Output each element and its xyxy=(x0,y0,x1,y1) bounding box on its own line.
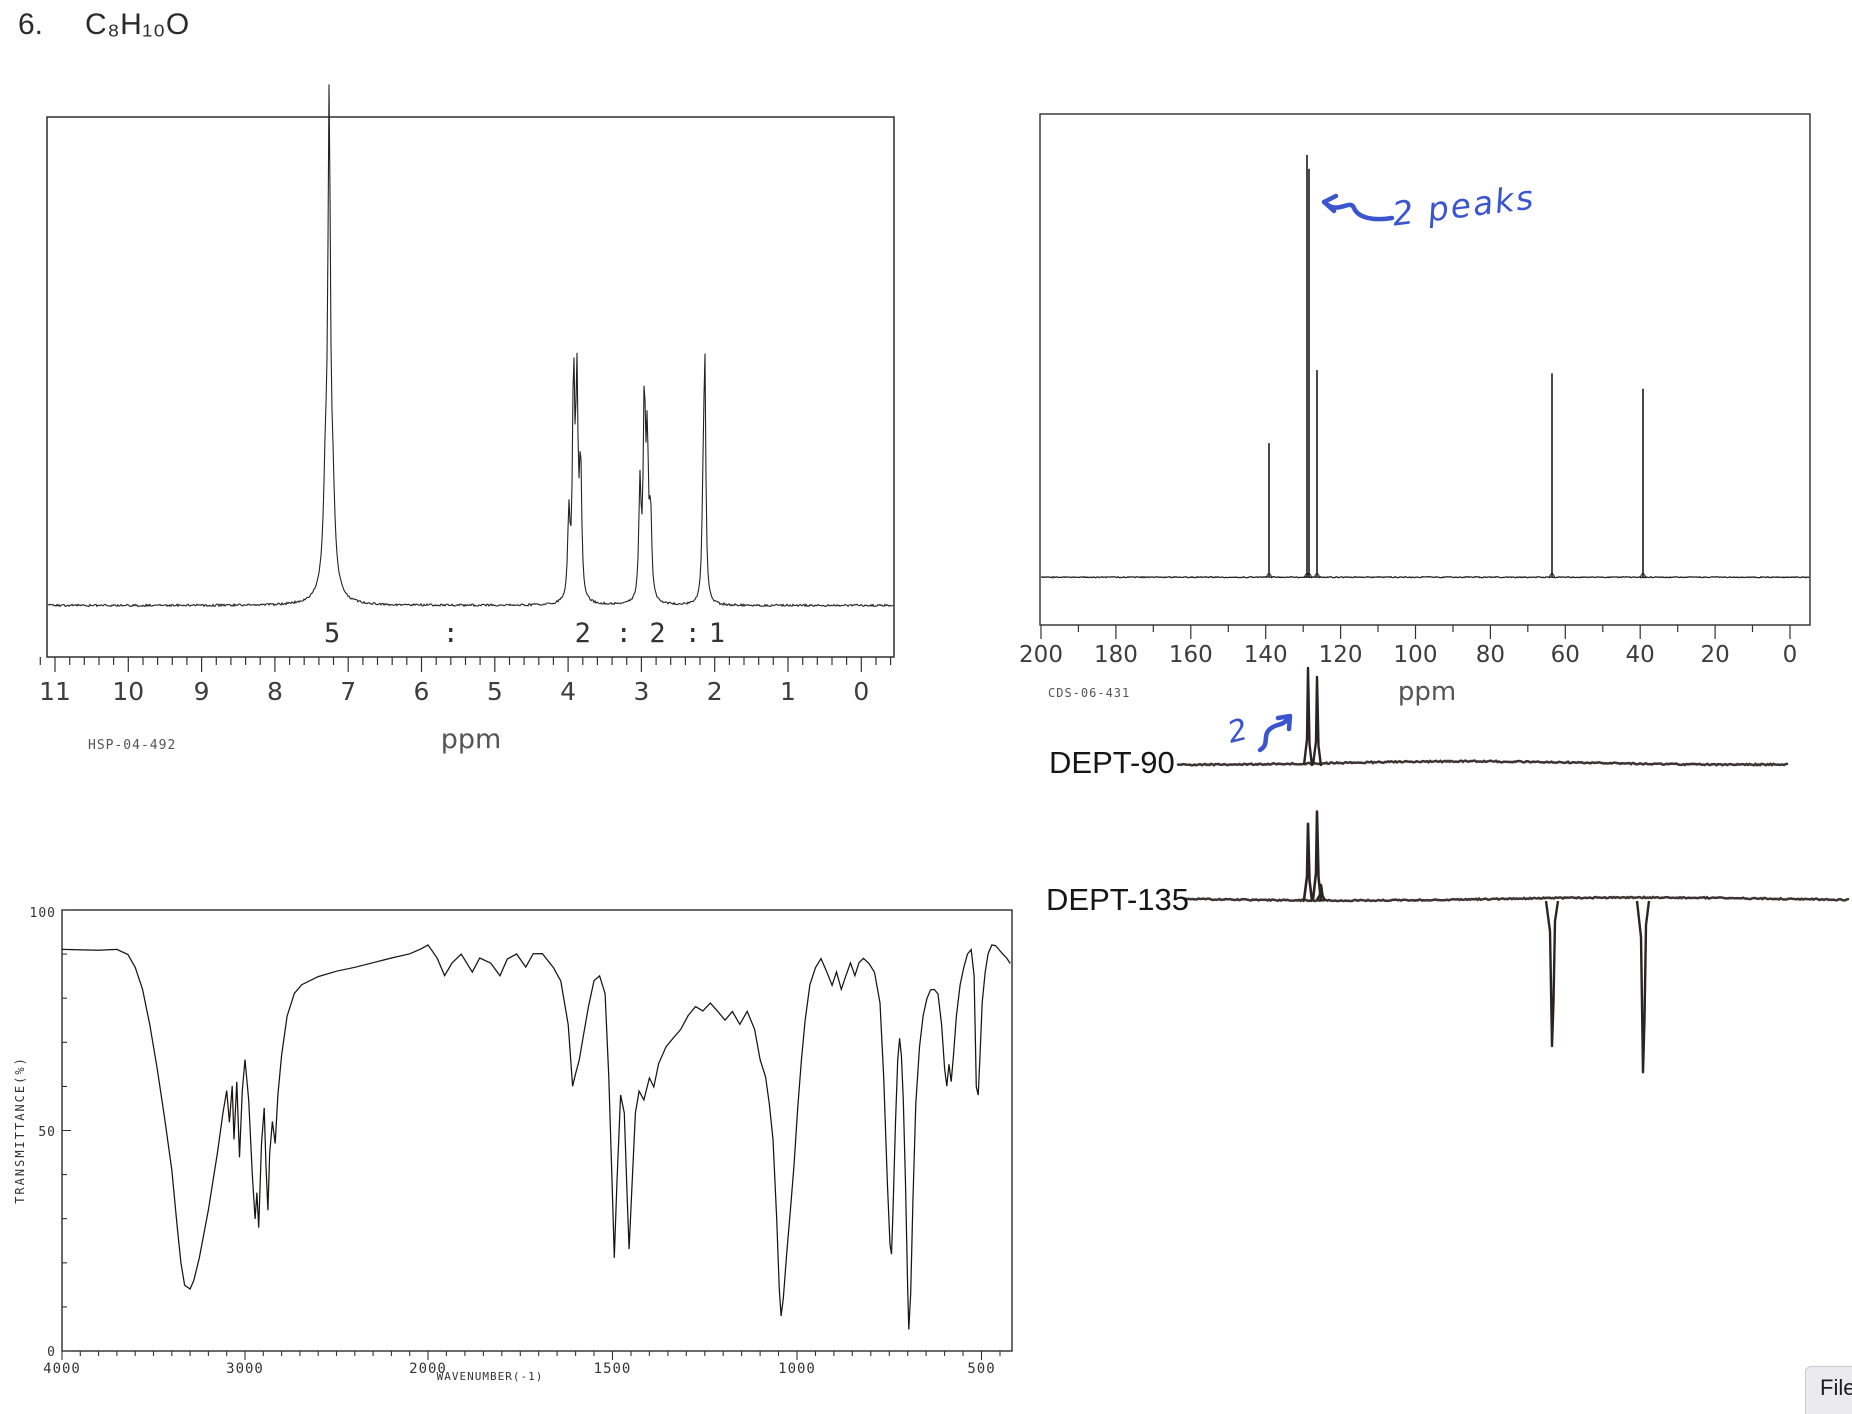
svg-text:TRANSMITTANCE(%): TRANSMITTANCE(%) xyxy=(13,1056,27,1204)
svg-text:WAVENUMBER(-1): WAVENUMBER(-1) xyxy=(437,1370,544,1383)
svg-text:180: 180 xyxy=(1094,642,1138,668)
svg-text:140: 140 xyxy=(1244,642,1288,668)
svg-text:100: 100 xyxy=(1394,642,1438,668)
svg-text:160: 160 xyxy=(1169,642,1213,668)
svg-text:CDS-06-431: CDS-06-431 xyxy=(1048,686,1130,700)
svg-text:5: 5 xyxy=(324,618,340,649)
dept135-trace xyxy=(1183,810,1850,1074)
svg-text:1: 1 xyxy=(709,618,725,649)
handwritten-squiggle-arrow-icon xyxy=(1257,713,1293,753)
svg-text:20: 20 xyxy=(1700,642,1729,668)
dept135-label: DEPT-135 xyxy=(1046,882,1190,917)
svg-text:2: 2 xyxy=(649,618,665,649)
svg-text:3: 3 xyxy=(633,677,649,706)
svg-text:80: 80 xyxy=(1476,642,1505,668)
svg-text:0: 0 xyxy=(1783,642,1798,668)
svg-text:8: 8 xyxy=(267,677,283,706)
file-button-label: File xyxy=(1820,1375,1852,1400)
svg-text:0: 0 xyxy=(47,1345,56,1360)
svg-text:1500: 1500 xyxy=(594,1361,632,1377)
svg-text:10: 10 xyxy=(112,677,144,706)
svg-text:4000: 4000 xyxy=(43,1361,81,1377)
svg-text:2: 2 xyxy=(707,677,723,706)
svg-text:40: 40 xyxy=(1626,642,1655,668)
file-button[interactable]: File xyxy=(1805,1366,1852,1414)
svg-text:ppm: ppm xyxy=(1398,677,1456,707)
dept90-label: DEPT-90 xyxy=(1049,745,1175,780)
svg-text:1000: 1000 xyxy=(778,1361,816,1377)
problem-number: 6. xyxy=(18,8,44,41)
svg-text:6: 6 xyxy=(414,677,430,706)
svg-text:120: 120 xyxy=(1319,642,1363,668)
svg-text:1: 1 xyxy=(780,677,796,706)
svg-text:HSP-04-492: HSP-04-492 xyxy=(88,738,176,753)
svg-text:3000: 3000 xyxy=(226,1361,264,1377)
svg-text:5: 5 xyxy=(487,677,503,706)
molecular-formula: C₈H₁₀O xyxy=(85,8,190,41)
svg-text:11: 11 xyxy=(39,677,71,706)
svg-text:2: 2 xyxy=(575,618,591,649)
svg-text:200: 200 xyxy=(1019,642,1063,668)
svg-text:500: 500 xyxy=(967,1361,995,1377)
svg-text:7: 7 xyxy=(340,677,356,706)
svg-text:50: 50 xyxy=(38,1125,56,1140)
svg-text:100: 100 xyxy=(30,906,56,921)
handwritten-left-arrow-icon xyxy=(1321,193,1395,222)
svg-text::: : xyxy=(685,618,701,649)
svg-text:60: 60 xyxy=(1551,642,1580,668)
svg-text:4: 4 xyxy=(560,677,576,706)
dept90-trace xyxy=(1176,666,1789,767)
svg-text:0: 0 xyxy=(853,677,869,706)
svg-text:ppm: ppm xyxy=(441,724,502,755)
problem-title: 6. C₈H₁₀O xyxy=(18,8,190,42)
svg-text:9: 9 xyxy=(194,677,210,706)
svg-text::: : xyxy=(616,618,632,649)
svg-text::: : xyxy=(443,618,459,649)
svg-text:2000: 2000 xyxy=(409,1361,447,1377)
